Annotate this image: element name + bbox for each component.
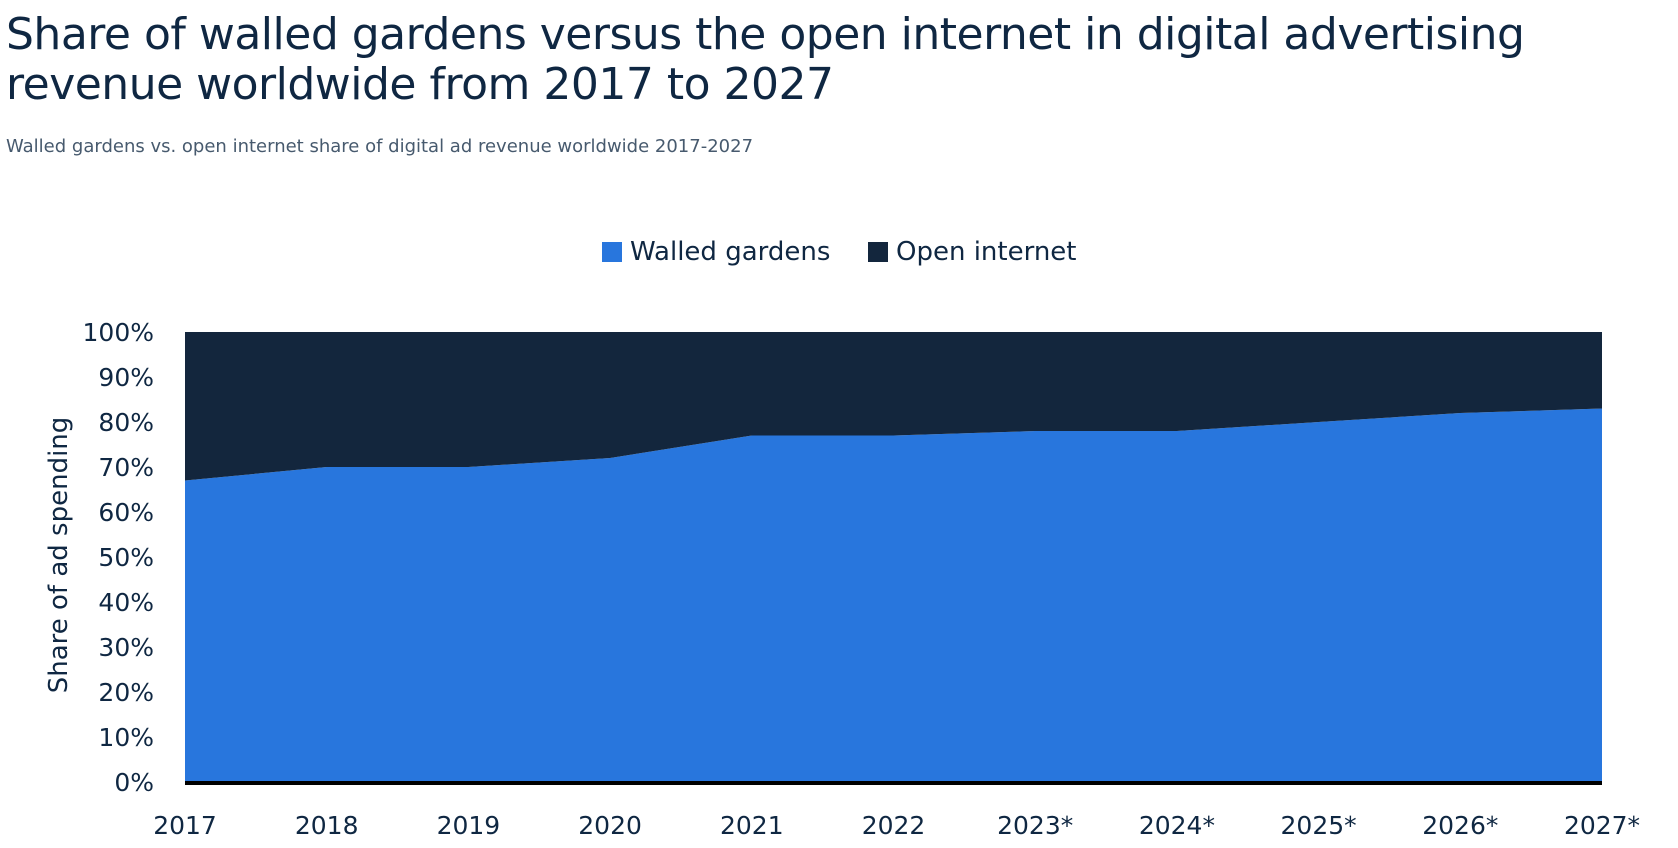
legend-swatch-walled-gardens	[602, 242, 622, 262]
y-tick-label: 70%	[98, 453, 154, 482]
x-tick-label: 2017	[153, 811, 217, 840]
area-open-internet[interactable]	[185, 332, 1602, 481]
x-tick-label: 2020	[578, 811, 642, 840]
y-tick-label: 50%	[98, 543, 154, 572]
y-tick-label: 100%	[83, 318, 154, 347]
x-tick-label: 2018	[295, 811, 359, 840]
y-tick-label: 20%	[98, 678, 154, 707]
y-tick-label: 30%	[98, 633, 154, 662]
legend-item-open-internet[interactable]: Open internet	[868, 234, 1077, 270]
legend-label-walled-gardens: Walled gardens	[630, 237, 831, 267]
y-tick-label: 90%	[98, 363, 154, 392]
x-tick-label: 2025*	[1281, 811, 1357, 840]
x-tick-label: 2024*	[1139, 811, 1215, 840]
legend-swatch-open-internet	[868, 242, 888, 262]
legend-label-open-internet: Open internet	[896, 237, 1077, 267]
y-tick-label: 0%	[114, 768, 154, 797]
y-tick-label: 10%	[98, 723, 154, 752]
y-tick-label: 60%	[98, 498, 154, 527]
area-walled-gardens[interactable]	[185, 408, 1602, 783]
legend-item-walled-gardens[interactable]: Walled gardens	[602, 234, 830, 270]
x-tick-label: 2019	[437, 811, 501, 840]
y-tick-label: 40%	[98, 588, 154, 617]
chart-title: Share of walled gardens versus the open …	[6, 9, 1525, 110]
x-tick-label: 2022	[862, 811, 926, 840]
x-tick-label: 2027*	[1564, 811, 1640, 840]
x-tick-label: 2021	[720, 811, 784, 840]
chart-legend: Walled gardens Open internet	[0, 234, 1678, 270]
chart-subtitle: Walled gardens vs. open internet share o…	[6, 136, 754, 157]
y-tick-label: 80%	[98, 408, 154, 437]
x-tick-label: 2026*	[1422, 811, 1498, 840]
x-tick-label: 2023*	[997, 811, 1073, 840]
